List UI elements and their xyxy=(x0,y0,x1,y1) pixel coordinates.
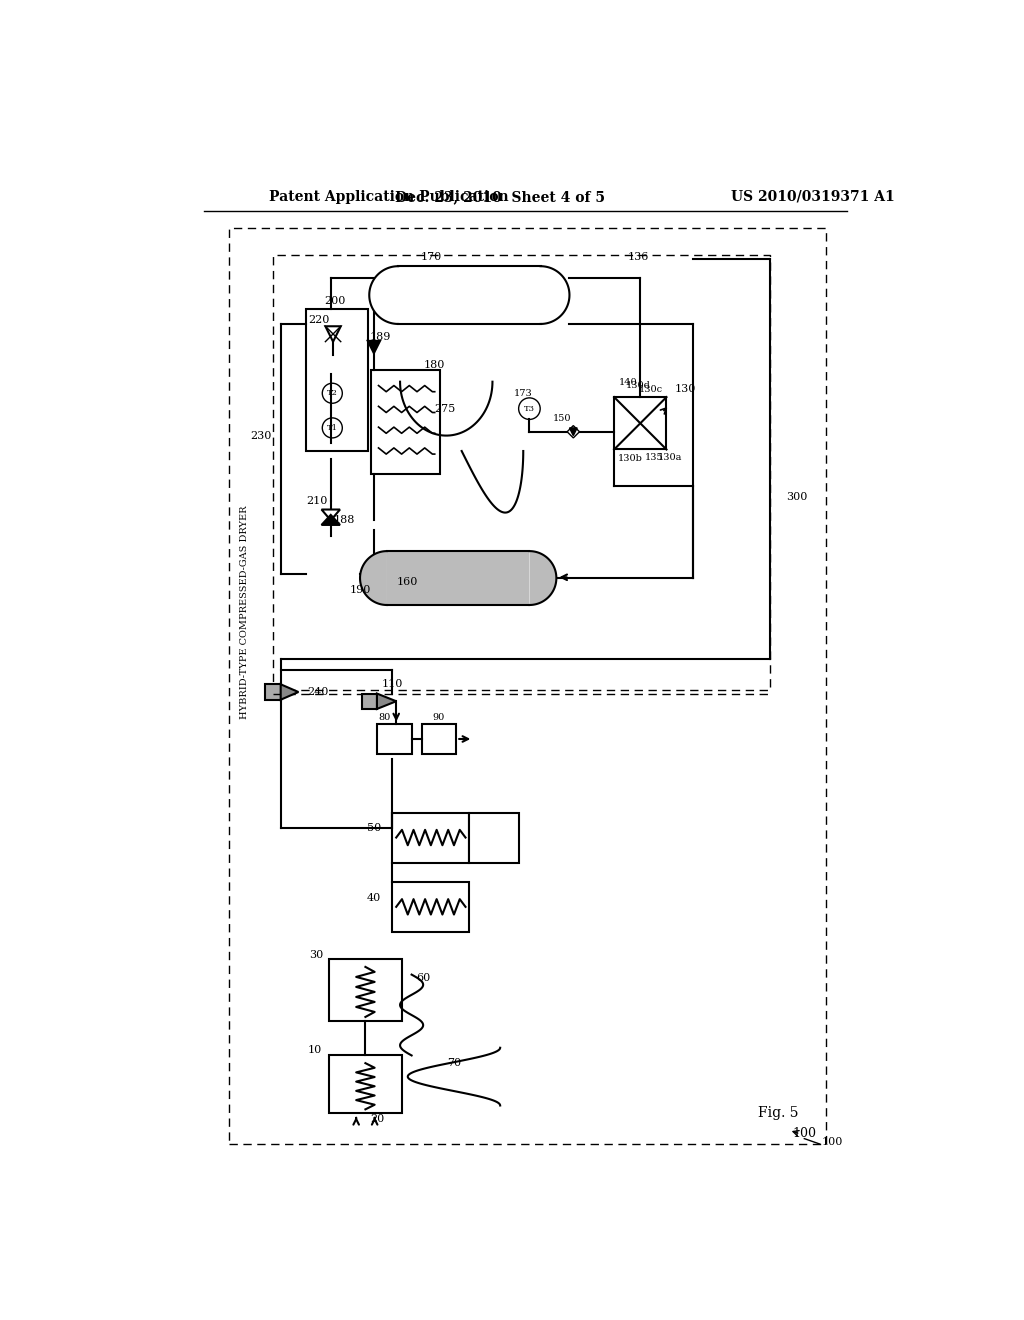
Text: 188: 188 xyxy=(334,515,355,525)
Text: 110: 110 xyxy=(382,680,403,689)
Polygon shape xyxy=(368,341,380,354)
Bar xyxy=(371,370,440,474)
Text: 130c: 130c xyxy=(639,385,664,393)
Text: 10: 10 xyxy=(307,1045,322,1055)
Text: Patent Application Publication: Patent Application Publication xyxy=(269,190,509,203)
Text: 240: 240 xyxy=(307,686,329,697)
Text: 90: 90 xyxy=(432,713,444,722)
Bar xyxy=(422,725,457,754)
Text: 160: 160 xyxy=(397,577,419,587)
Text: 80: 80 xyxy=(379,713,391,722)
Text: 20: 20 xyxy=(370,1114,384,1125)
Text: 130d: 130d xyxy=(626,381,650,389)
Text: 130: 130 xyxy=(674,384,695,395)
Wedge shape xyxy=(370,267,398,323)
Text: 190: 190 xyxy=(349,585,371,594)
Text: T3: T3 xyxy=(524,405,535,413)
Text: T2: T2 xyxy=(327,389,338,397)
Text: 275: 275 xyxy=(435,404,456,413)
Text: 100: 100 xyxy=(793,1127,817,1140)
Text: 100: 100 xyxy=(822,1137,844,1147)
Bar xyxy=(398,267,541,323)
Bar xyxy=(273,255,770,689)
Text: HYBRID-TYPE COMPRESSED-GAS DRYER: HYBRID-TYPE COMPRESSED-GAS DRYER xyxy=(240,506,249,719)
Bar xyxy=(392,882,469,932)
Bar xyxy=(229,228,826,1144)
Bar xyxy=(307,374,366,444)
Text: 60: 60 xyxy=(416,973,430,983)
Wedge shape xyxy=(541,267,569,323)
Bar xyxy=(469,813,519,863)
Polygon shape xyxy=(377,693,396,709)
Text: 220: 220 xyxy=(308,315,330,325)
Text: 140: 140 xyxy=(618,378,637,387)
Bar xyxy=(306,309,368,451)
Bar xyxy=(392,813,469,863)
Text: 170: 170 xyxy=(420,252,441,261)
Text: 230: 230 xyxy=(250,430,271,441)
Text: 30: 30 xyxy=(309,950,323,961)
Bar xyxy=(377,725,412,754)
Bar xyxy=(330,960,402,1020)
Text: 130b: 130b xyxy=(617,454,643,463)
Bar xyxy=(614,397,667,449)
Bar xyxy=(330,1056,402,1113)
Text: Fig. 5: Fig. 5 xyxy=(758,1106,799,1121)
Text: 210: 210 xyxy=(306,496,328,506)
Text: 300: 300 xyxy=(786,492,808,502)
Polygon shape xyxy=(281,684,298,700)
Text: T1: T1 xyxy=(327,424,338,432)
Text: 200: 200 xyxy=(324,296,345,306)
Text: 189: 189 xyxy=(370,333,391,342)
Text: 135: 135 xyxy=(645,453,664,462)
Text: 173: 173 xyxy=(514,389,532,397)
Polygon shape xyxy=(569,428,578,436)
Polygon shape xyxy=(322,510,340,520)
Text: 150: 150 xyxy=(553,414,571,424)
Text: 130a: 130a xyxy=(657,453,682,462)
Bar xyxy=(387,552,529,605)
Polygon shape xyxy=(326,326,341,342)
Wedge shape xyxy=(529,552,556,605)
Bar xyxy=(361,693,377,709)
Text: Dec. 23, 2010  Sheet 4 of 5: Dec. 23, 2010 Sheet 4 of 5 xyxy=(395,190,605,203)
Bar xyxy=(265,684,281,700)
Text: 136: 136 xyxy=(628,252,649,261)
Text: 70: 70 xyxy=(446,1059,461,1068)
Polygon shape xyxy=(567,425,580,438)
Polygon shape xyxy=(322,515,340,525)
Text: 40: 40 xyxy=(367,892,381,903)
Text: 180: 180 xyxy=(424,360,445,370)
Text: 50: 50 xyxy=(367,824,381,833)
Text: US 2010/0319371 A1: US 2010/0319371 A1 xyxy=(731,190,895,203)
Wedge shape xyxy=(360,552,387,605)
